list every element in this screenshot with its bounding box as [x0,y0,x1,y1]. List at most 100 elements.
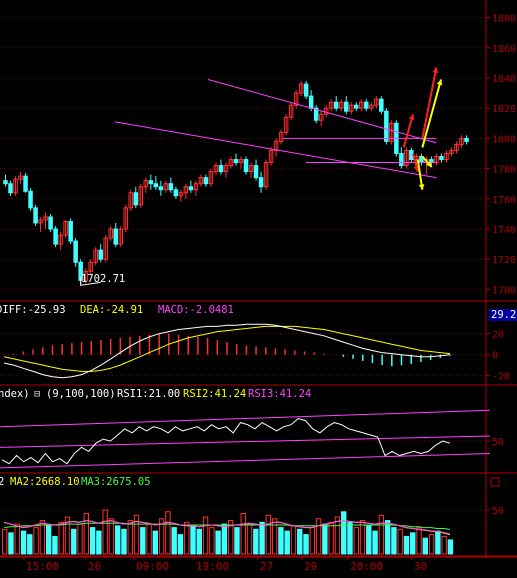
volume-bar [39,520,46,555]
price-candle-body [103,237,108,260]
time-tick-label: 15:00 [26,560,59,573]
forecast-arrow [402,113,415,148]
macd-tick-label: 0 [492,351,498,362]
price-candle-body [369,104,374,109]
price-candle-body [313,107,319,121]
price-candle-body [253,165,259,179]
price-tick-label: 1760 [492,195,516,206]
volume-bar [83,513,90,555]
price-candle-body [243,159,249,173]
volume-bar [322,523,328,555]
price-candle-body [133,192,139,206]
volume-bar [108,518,115,555]
price-tick-label: 1860 [492,44,516,55]
price-candle-body [198,177,204,185]
price-candle-body [83,270,88,281]
volume-bar [8,532,14,555]
price-candle-body [328,101,334,109]
volume-bar [259,521,265,555]
volume-bar [397,528,403,555]
volume-bar [435,530,441,555]
volume-bar [228,520,234,555]
price-candle-body [464,137,469,142]
volume-bar [246,523,253,555]
volume-bar [297,528,303,555]
volume-bar [410,532,416,555]
forecast-arrowhead [418,184,425,190]
price-candle-body [288,104,294,118]
rsi-params: (9,100,100) [46,388,116,400]
volume-bar [359,520,366,555]
volume-bar [14,523,20,555]
price-candle-body [168,183,174,191]
volume-toggle-icon [490,477,500,487]
rsi-toggle-icon[interactable]: ⊟ [34,388,41,400]
rsi3-label: RSI3:41.24 [248,388,312,400]
price-candle-body [63,220,68,236]
volume-bar [102,509,108,555]
volume-ma2-label: MA2:2668.10 [10,476,80,488]
volume-bar [234,527,240,555]
volume-bar [133,514,140,555]
price-candle-body [3,180,8,185]
price-candle-body [23,175,28,192]
trend-line [207,78,437,144]
volume-bar [278,527,284,555]
low-annotation: 1702.71 [81,273,126,285]
volume-bar [309,527,316,555]
price-tick-label: 1840 [492,74,516,85]
price-tick-label: 1880 [492,14,516,25]
volume-bar [71,528,77,555]
macd-dea-label: DEA:-24.91 [80,304,144,316]
time-tick-label: 29 [304,560,317,573]
low-marker [80,277,101,286]
price-candle-body [343,101,349,112]
rsi-trend-band [0,409,491,428]
price-candle-body [374,98,379,106]
price-candle-body [183,186,189,194]
price-candle-body [108,228,113,239]
volume-bar [341,511,347,555]
forecast-arrowhead [426,161,432,168]
price-candle-body [348,104,354,112]
price-tick-label: 1800 [492,134,516,145]
price-tick-label: 1700 [492,285,516,296]
volume-bar [58,521,64,555]
volume-bar [115,525,121,555]
forecast-arrowhead [408,114,415,121]
rsi1-label: RSI1:21.00 [117,388,181,400]
price-candle-body [444,152,449,161]
volume-bar [2,528,8,555]
price-candle-body [158,186,164,191]
price-candle-body [303,83,309,97]
volume-bar [140,527,146,555]
price-candle-body [163,183,169,191]
volume-bar [447,539,454,555]
volume-bar [315,518,322,555]
forecast-arrow [421,79,443,148]
price-candle-body [98,249,103,260]
volume-bar [303,534,309,555]
volume-tick-label: 50 [492,506,504,517]
volume-bar [158,518,165,555]
volume-bar [353,527,359,555]
price-tick-label: 1720 [492,255,516,266]
price-candle-body [389,122,394,142]
price-candle-body [178,192,184,197]
price-candle-body [118,228,124,245]
price-candle-body [454,143,459,151]
price-candle-body [323,107,329,115]
rsi-tick-label: 50 [492,437,504,448]
volume-bar [384,520,391,555]
volume-bar [20,530,27,555]
volume-bar [184,521,190,555]
volume-bar [372,530,378,555]
time-tick-label: 27 [260,560,273,573]
price-tick-label: 1740 [492,225,516,236]
price-candle-body [248,165,254,173]
volume-bar [64,516,71,555]
volume-bar [177,534,184,555]
price-candle-body [18,175,23,180]
volume-bar [328,521,334,555]
volume-bar [253,528,259,555]
